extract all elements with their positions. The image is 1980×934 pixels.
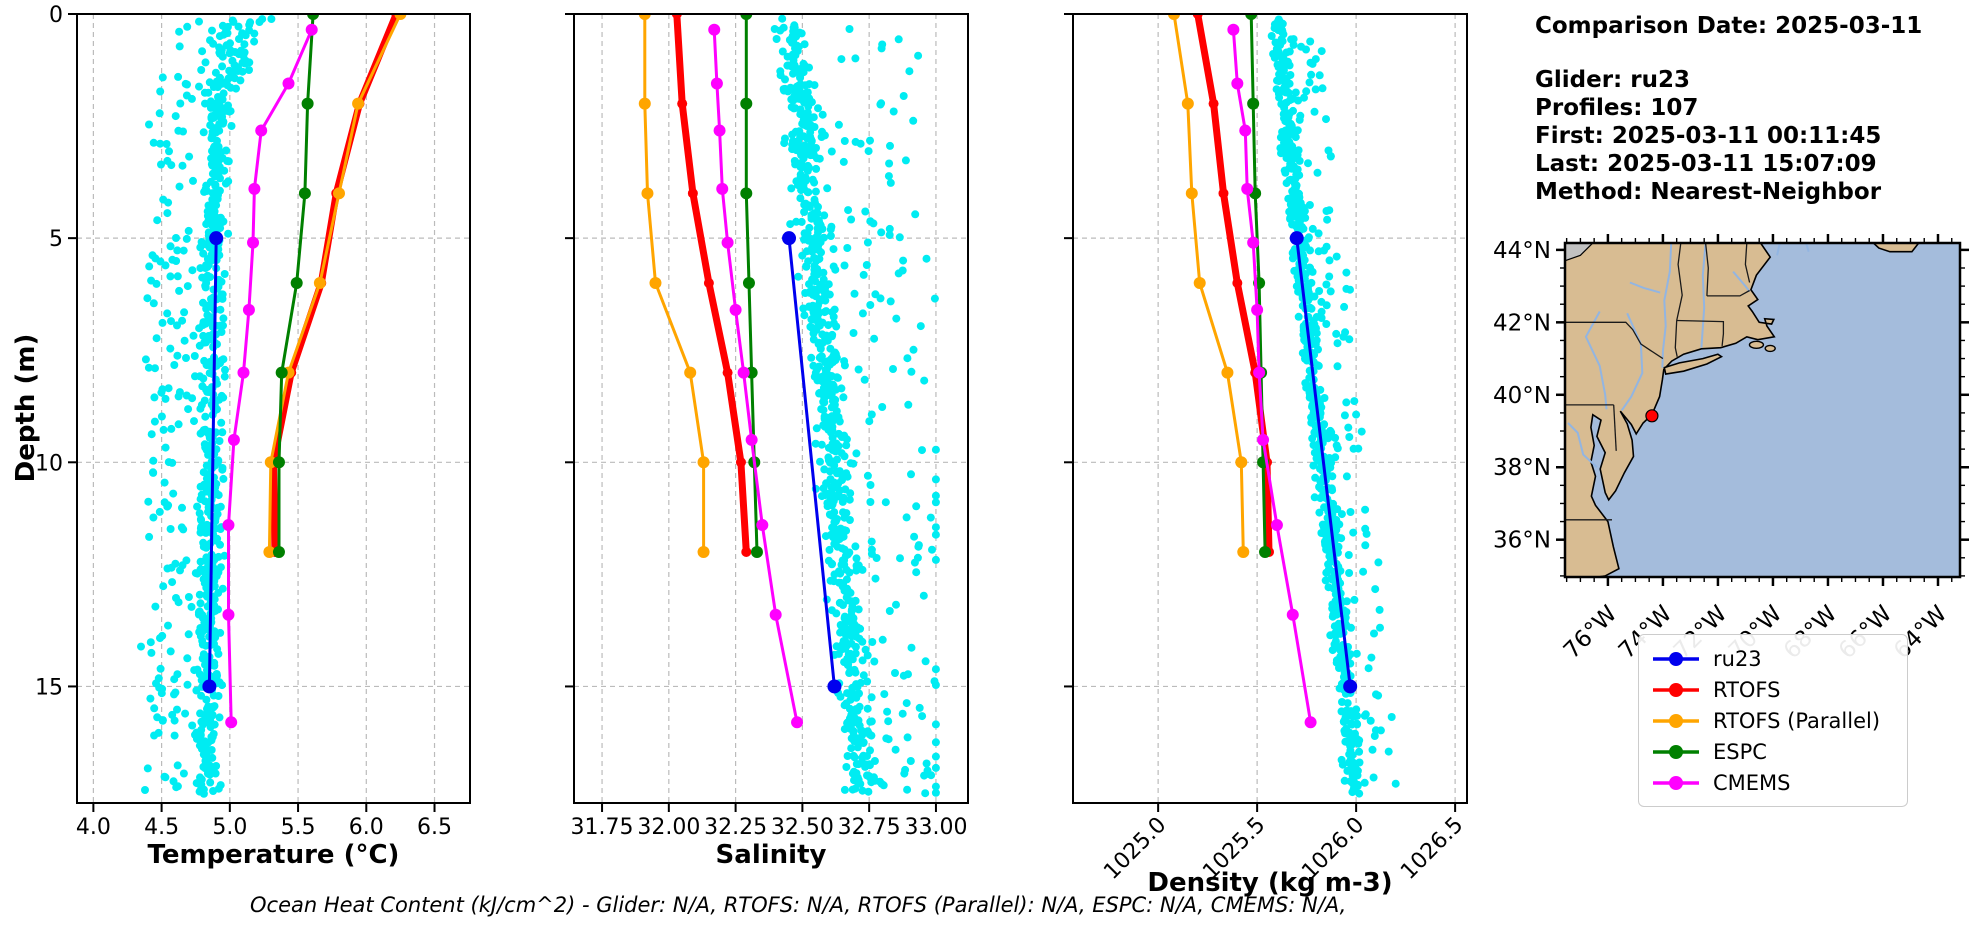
panel-salinity: 31.75 32.00 32.25 32.50 32.75 33.00	[565, 13, 969, 840]
legend-label: ESPC	[1713, 739, 1767, 764]
svg-text:36°N: 36°N	[1493, 528, 1551, 554]
comparison-date-text: Comparison Date: 2025-03-11	[1535, 13, 1923, 39]
legend-line-swatch	[1653, 744, 1699, 759]
svg-text:33.00: 33.00	[904, 815, 967, 840]
legend-line-swatch	[1653, 651, 1699, 666]
salinity-series-ru23	[782, 231, 842, 694]
legend-item-rtofs: RTOFS	[1651, 674, 1895, 705]
method-text: Method: Nearest-Neighbor	[1535, 179, 1882, 205]
legend-line-swatch	[1653, 775, 1699, 790]
depth-axis-title: Depth (m)	[11, 333, 41, 483]
temperature-series-ESPC	[272, 14, 320, 558]
svg-text:6.5: 6.5	[417, 815, 452, 840]
panel-temperature: 4.0 4.5 5.0 5.5 6.0 6.5 0 5 10 15	[35, 3, 471, 840]
salinity-glider-scatter	[770, 14, 940, 798]
density-glider-scatter	[1267, 15, 1400, 798]
last-profile-text: Last: 2025-03-11 15:07:09	[1535, 151, 1877, 177]
legend-label: RTOFS	[1713, 677, 1781, 702]
svg-text:32.75: 32.75	[838, 815, 901, 840]
profiles-count-text: Profiles: 107	[1535, 95, 1699, 121]
location-map: 44°N42°N40°N38°N36°N76°W74°W72°W70°W68°W…	[1493, 234, 1969, 664]
svg-text:76°W: 76°W	[1559, 601, 1622, 664]
legend-label: ru23	[1713, 646, 1762, 671]
svg-text:40°N: 40°N	[1493, 383, 1551, 409]
svg-text:32.50: 32.50	[771, 815, 834, 840]
svg-text:6.0: 6.0	[349, 815, 384, 840]
legend-line-swatch	[1653, 682, 1699, 697]
glider-location-marker	[1645, 409, 1659, 423]
info-gap	[1535, 40, 1922, 66]
svg-text:15: 15	[35, 675, 63, 700]
svg-text:5.0: 5.0	[212, 815, 247, 840]
ocean-heat-content-text: Ocean Heat Content (kJ/cm^2) - Glider: N…	[250, 893, 1347, 917]
legend-item-cmems: CMEMS	[1651, 767, 1895, 798]
legend: ru23 RTOFS RTOFS (Parallel) ESPC CMEMS	[1638, 634, 1908, 807]
svg-text:38°N: 38°N	[1493, 455, 1551, 481]
temperature-glider-scatter	[137, 15, 276, 798]
temperature-series-CMEMS	[222, 23, 318, 729]
legend-label: RTOFS (Parallel)	[1713, 708, 1881, 733]
glider-name-text: Glider: ru23	[1535, 67, 1690, 93]
salinity-axis-title: Salinity	[715, 840, 827, 870]
temperature-series-RTOFS	[268, 14, 402, 557]
salinity-series-RTOFS	[671, 14, 752, 557]
temperature-axis-title: Temperature (°C)	[147, 840, 400, 870]
legend-item-espc: ESPC	[1651, 736, 1895, 767]
legend-item-ru23: ru23	[1651, 643, 1895, 674]
svg-text:32.00: 32.00	[637, 815, 700, 840]
legend-line-swatch	[1653, 713, 1699, 728]
svg-text:4.5: 4.5	[144, 815, 179, 840]
svg-text:42°N: 42°N	[1493, 310, 1551, 336]
svg-text:32.25: 32.25	[704, 815, 767, 840]
legend-item-rtofs-parallel: RTOFS (Parallel)	[1651, 705, 1895, 736]
legend-label: CMEMS	[1713, 770, 1791, 795]
svg-text:31.75: 31.75	[571, 815, 634, 840]
density-series-ru23	[1289, 231, 1358, 694]
panel-density: 1025.0 1025.5 1026.0 1026.5	[1064, 13, 1468, 885]
temperature-series-RTOFS (Parallel)	[263, 14, 407, 558]
density-series-RTOFS (Parallel)	[1167, 14, 1250, 558]
svg-text:5.5: 5.5	[281, 815, 316, 840]
svg-text:0: 0	[49, 3, 63, 28]
svg-text:5: 5	[49, 227, 63, 252]
info-panel: Comparison Date: 2025-03-11 Glider: ru23…	[1535, 12, 1922, 206]
density-series-CMEMS	[1227, 23, 1317, 729]
svg-text:4.0: 4.0	[76, 815, 111, 840]
first-profile-text: First: 2025-03-11 00:11:45	[1535, 123, 1882, 149]
svg-text:10: 10	[35, 451, 63, 476]
temperature-series-ru23	[202, 231, 224, 694]
salinity-series-RTOFS (Parallel)	[638, 14, 710, 558]
density-axis-title: Density (kg m-3)	[1147, 868, 1393, 898]
salinity-series-CMEMS	[708, 23, 804, 729]
svg-text:44°N: 44°N	[1493, 238, 1551, 264]
